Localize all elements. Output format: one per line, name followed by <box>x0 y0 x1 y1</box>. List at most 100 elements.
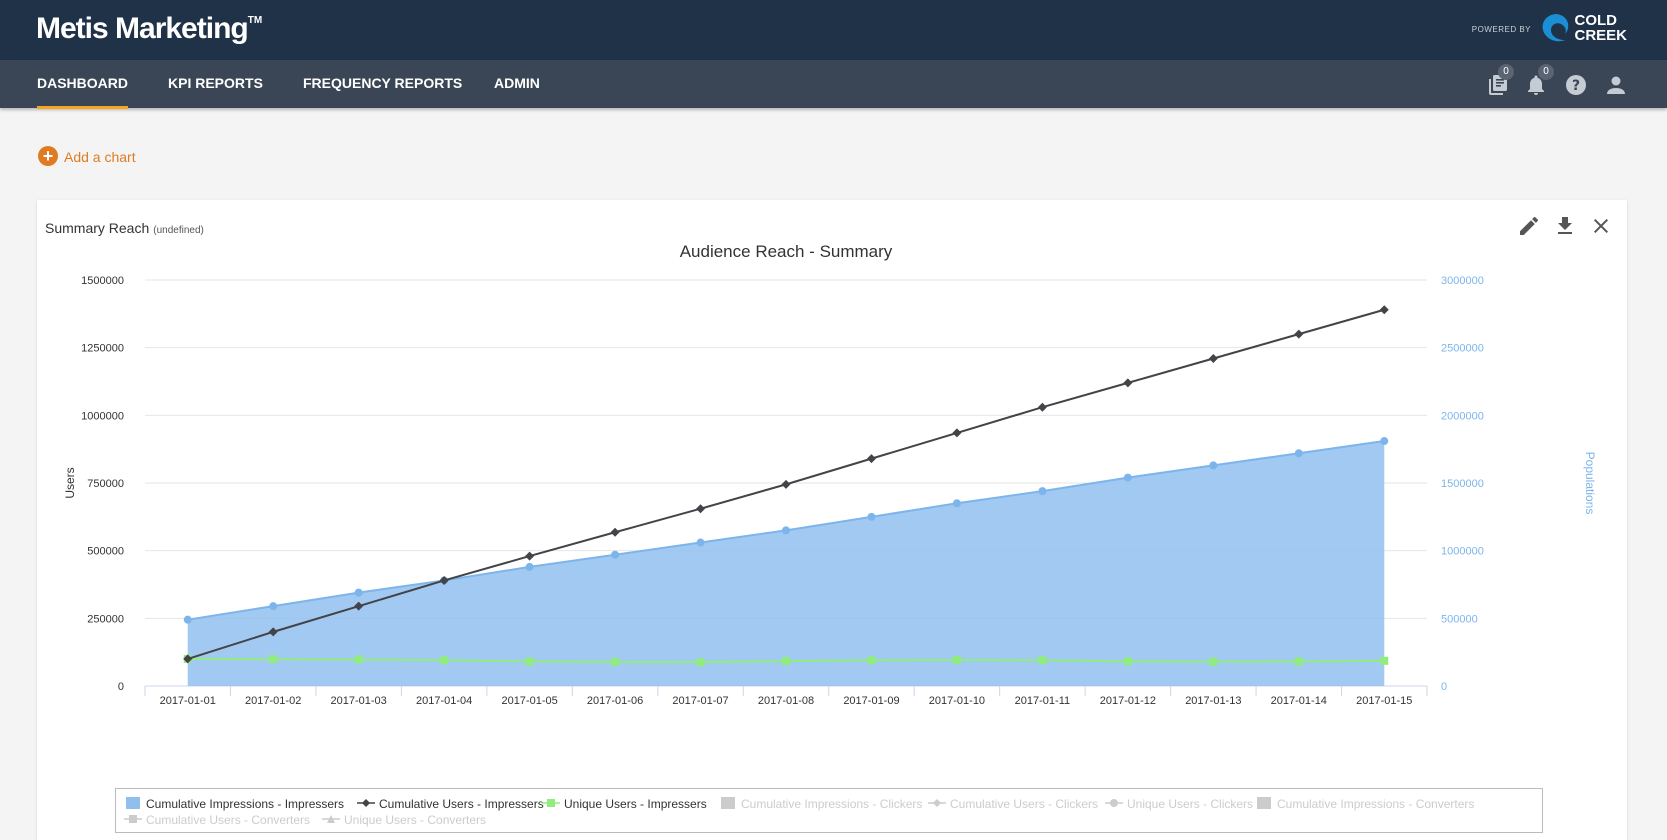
cold-creek-logo <box>1542 14 1569 42</box>
chart-card: Summary Reach (undefined) Audience Reach … <box>37 200 1627 840</box>
point-cumulative-impressions-impressers <box>867 512 876 521</box>
x-tick-label: 2017-01-13 <box>1185 695 1241 707</box>
partner-name-line2: CREEK <box>1574 27 1627 44</box>
point-unique-users-impressers <box>611 657 620 666</box>
point-cumulative-users-impressers <box>866 454 876 464</box>
y-right-tick-label: 2500000 <box>1441 343 1484 355</box>
reports-icon[interactable] <box>1485 73 1509 97</box>
point-cumulative-impressions-impressers <box>1123 473 1132 482</box>
legend-label: Cumulative Users - Impressers <box>379 797 544 811</box>
cold-creek-swirl <box>1542 14 1569 42</box>
point-cumulative-impressions-impressers <box>1038 487 1047 496</box>
legend-symbol <box>124 815 142 823</box>
point-cumulative-users-impressers <box>1037 402 1047 412</box>
brand-name: Metis Marketing <box>36 12 249 45</box>
point-cumulative-impressions-impressers <box>1380 437 1389 446</box>
point-cumulative-users-impressers <box>439 575 449 585</box>
x-tick-label: 2017-01-11 <box>1015 695 1070 707</box>
legend-symbol <box>126 797 140 809</box>
chart-legend: Cumulative Impressions - Impressers Cumul… <box>115 788 1543 833</box>
point-cumulative-users-impressers <box>1379 305 1389 315</box>
nav-kpi-reports[interactable]: KPI REPORTS <box>168 75 263 91</box>
x-tick-label: 2017-01-05 <box>501 695 557 707</box>
point-cumulative-users-impressers <box>268 627 278 637</box>
y-right-axis-title: Populations <box>1583 452 1597 515</box>
point-unique-users-impressers <box>1123 657 1132 666</box>
trademark-mark: TM <box>247 15 263 26</box>
nav-admin[interactable]: ADMIN <box>494 75 540 91</box>
point-cumulative-impressions-impressers <box>525 562 534 571</box>
point-unique-users-impressers <box>696 658 705 667</box>
point-cumulative-users-impressers <box>354 601 364 611</box>
point-unique-users-impressers <box>1380 656 1389 665</box>
x-tick-label: 2017-01-02 <box>245 695 301 707</box>
notifications-badge: 0 <box>1538 64 1554 80</box>
legend-label: Cumulative Impressions - Clickers <box>741 797 923 811</box>
point-cumulative-users-impressers <box>952 428 962 438</box>
reports-badge: 0 <box>1498 64 1514 80</box>
area-cumulative-impressions-impressers <box>187 441 1385 686</box>
y-tick-label: 500000 <box>87 546 124 558</box>
y-tick-label: 250000 <box>87 613 124 625</box>
point-unique-users-impressers <box>269 655 278 664</box>
point-cumulative-impressions-impressers <box>183 615 192 624</box>
point-cumulative-users-impressers <box>696 504 706 514</box>
partner-name: COLD CREEK <box>1574 13 1627 43</box>
y-tick-label: 1500000 <box>81 275 124 287</box>
chart-canvas: Audience Reach - Summary 0 250000 500000 750… <box>63 242 1597 707</box>
legend-symbol <box>1105 799 1123 807</box>
nav-dashboard[interactable]: DASHBOARD <box>37 75 128 109</box>
y-tick-label: 750000 <box>87 478 124 490</box>
legend-symbol <box>721 797 735 809</box>
x-tick-label: 2017-01-15 <box>1356 695 1412 707</box>
point-unique-users-impressers <box>1209 657 1218 666</box>
y-axis-title: Users <box>63 467 77 498</box>
legend-label: Cumulative Users - Clickers <box>950 797 1099 811</box>
x-tick-label: 2017-01-07 <box>672 695 728 707</box>
chart-title: Audience Reach - Summary <box>680 242 893 261</box>
point-cumulative-impressions-impressers <box>952 499 961 508</box>
y-tick-label: 0 <box>118 681 124 693</box>
point-unique-users-impressers <box>1294 657 1303 666</box>
point-cumulative-users-impressers <box>781 479 791 489</box>
pencil-icon[interactable] <box>1517 214 1541 238</box>
point-cumulative-users-impressers <box>610 527 620 537</box>
point-cumulative-users-impressers <box>525 551 535 561</box>
top-bar: Metis MarketingTM POWERED BY COLD CREEK <box>0 0 1667 60</box>
x-tick-label: 2017-01-01 <box>160 695 216 707</box>
legend-symbol <box>322 815 340 823</box>
y-right-tick-label: 3000000 <box>1441 275 1484 287</box>
brand-logo[interactable]: Metis MarketingTM <box>36 12 262 46</box>
close-icon[interactable] <box>1589 214 1613 238</box>
legend-symbol <box>542 799 560 807</box>
legend-label: Unique Users - Impressers <box>564 797 707 811</box>
y-right-tick-label: 1500000 <box>1441 478 1484 490</box>
point-unique-users-impressers <box>354 655 363 664</box>
nav-frequency-reports[interactable]: FREQUENCY REPORTS <box>303 75 463 91</box>
y-tick-label: 1000000 <box>81 410 124 422</box>
y-right-tick-label: 1000000 <box>1441 546 1484 558</box>
x-tick-label: 2017-01-14 <box>1271 695 1327 707</box>
user-icon[interactable] <box>1604 73 1628 97</box>
point-cumulative-users-impressers <box>183 654 193 664</box>
legend-label: Cumulative Users - Converters <box>146 813 311 827</box>
partner-name-line1: COLD <box>1574 12 1617 29</box>
point-cumulative-impressions-impressers <box>1294 449 1303 458</box>
point-cumulative-impressions-impressers <box>269 602 278 611</box>
help-icon[interactable]: ? <box>1564 73 1588 97</box>
point-unique-users-impressers <box>525 657 534 666</box>
bell-icon[interactable] <box>1524 73 1548 97</box>
point-cumulative-impressions-impressers <box>1209 461 1218 470</box>
download-icon[interactable] <box>1553 214 1577 238</box>
card-title: Summary Reach (undefined) <box>45 220 204 236</box>
add-chart-label: Add a chart <box>64 149 136 165</box>
y-tick-label: 1250000 <box>81 343 124 355</box>
point-unique-users-impressers <box>867 656 876 665</box>
point-cumulative-users-impressers <box>1294 329 1304 339</box>
point-unique-users-impressers <box>440 656 449 665</box>
powered-by-label: POWERED BY <box>1471 25 1531 34</box>
point-cumulative-impressions-impressers <box>611 550 620 559</box>
point-cumulative-impressions-impressers <box>782 526 790 535</box>
x-tick-label: 2017-01-10 <box>929 695 985 707</box>
y-right-tick-label: 0 <box>1441 681 1447 693</box>
